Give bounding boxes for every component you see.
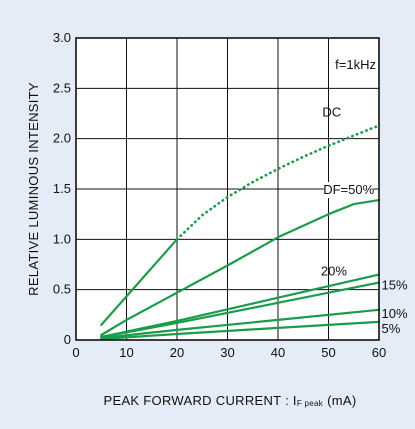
x-tick-label: 60 — [372, 345, 386, 360]
x-axis-title-unit: (mA) — [327, 393, 356, 408]
y-axis-title: RELATIVE LUMINOUS INTENSITY — [26, 82, 41, 296]
series-label-df-50: DF=50% — [323, 182, 374, 197]
series-line-10 — [100, 308, 381, 340]
series-line-15 — [100, 281, 381, 339]
x-axis-title: PEAK FORWARD CURRENT : IF peak (mA) — [104, 393, 357, 408]
x-tick-label: 20 — [170, 345, 184, 360]
y-tick-label: 3.0 — [53, 30, 71, 45]
plot-frame — [75, 37, 380, 341]
series-line-df-50 — [100, 199, 381, 337]
series-label-10: 10% — [382, 306, 408, 321]
tick-labels: 0 10 20 30 40 50 60 0 0.5 1.0 1.5 2.0 2.5 3.0 — [53, 30, 386, 360]
series-layer — [100, 124, 381, 341]
series-line-dc-solid — [100, 238, 179, 326]
series-label-dc: DC — [322, 105, 341, 120]
y-tick-label: 1.0 — [53, 231, 71, 246]
y-tick-label: 2.0 — [53, 131, 71, 146]
x-tick-label: 10 — [119, 345, 133, 360]
series-line-dc-dotted — [175, 124, 381, 241]
frequency-annotation: f=1kHz — [335, 57, 376, 72]
x-tick-label: 40 — [271, 345, 285, 360]
series-labels: DC DF=50% 20% 15% 10%5% — [321, 105, 408, 336]
y-tick-label: 1.5 — [53, 181, 71, 196]
series-label-background — [323, 182, 374, 199]
series-label-5: 5% — [382, 321, 401, 336]
y-tick-label: 0.5 — [53, 282, 71, 297]
x-tick-label: 0 — [72, 345, 79, 360]
x-tick-label: 30 — [220, 345, 234, 360]
x-axis-title-main: PEAK FORWARD CURRENT : I — [104, 393, 297, 408]
y-tick-label: 2.5 — [53, 80, 71, 95]
x-axis-title-subscript: F peak — [297, 399, 324, 408]
y-tick-label: 0 — [64, 332, 71, 347]
series-label-20: 20% — [321, 264, 347, 279]
x-tick-label: 50 — [321, 345, 335, 360]
series-label-15: 15% — [382, 278, 408, 293]
series-line-5 — [100, 320, 381, 341]
